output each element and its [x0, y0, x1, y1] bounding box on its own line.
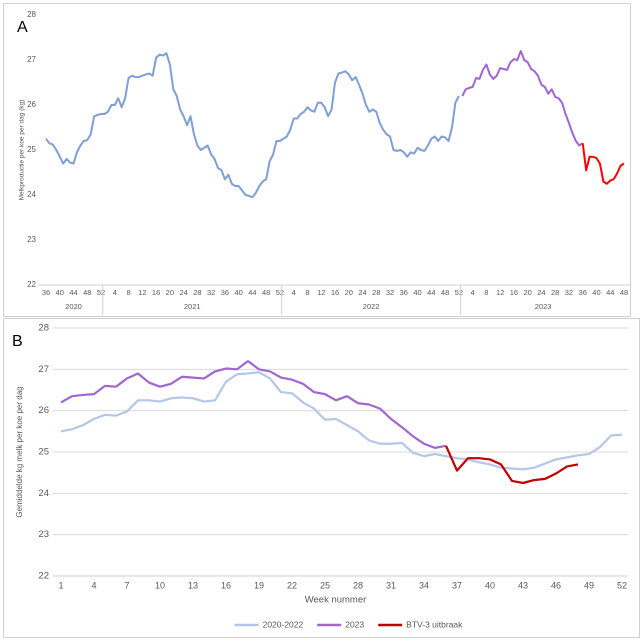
x-group-label: 2023 [535, 302, 552, 311]
x-tick-label: 12 [496, 288, 504, 297]
x-tick-label: 31 [386, 580, 396, 590]
y-tick-label: 24 [38, 488, 49, 499]
x-tick-label: 32 [565, 288, 573, 297]
x-tick-label: 40 [485, 580, 495, 590]
x-tick-label: 16 [331, 288, 339, 297]
x-tick-label: 48 [83, 288, 91, 297]
x-tick-label: 32 [386, 288, 394, 297]
x-tick-label: 12 [138, 288, 146, 297]
x-tick-label: 10 [155, 580, 165, 590]
x-tick-label: 7 [124, 580, 129, 590]
y-tick-label: 22 [38, 571, 49, 582]
y-tick-label: 27 [38, 364, 49, 375]
x-tick-label: 20 [345, 288, 353, 297]
x-tick-label: 43 [518, 580, 528, 590]
x-tick-label: 52 [617, 580, 627, 590]
x-tick-label: 13 [188, 580, 198, 590]
x-tick-label: 32 [207, 288, 215, 297]
legend-label: BTV-3 uitbraak [406, 619, 463, 629]
x-axis-label: Week nummer [305, 595, 367, 606]
y-axis-label: Melkproductie per koe per dag (kg) [19, 100, 26, 201]
x-group-label: 2022 [363, 302, 380, 311]
x-tick-label: 52 [276, 288, 284, 297]
line-series [45, 52, 460, 199]
x-tick-label: 44 [606, 288, 614, 297]
x-tick-label: 16 [152, 288, 160, 297]
y-tick-label: 23 [27, 235, 36, 244]
x-tick-label: 8 [126, 288, 130, 297]
x-tick-label: 24 [537, 288, 545, 297]
x-tick-label: 16 [221, 580, 231, 590]
x-tick-label: 28 [353, 580, 363, 590]
x-tick-label: 40 [413, 288, 421, 297]
x-tick-label: 19 [254, 580, 264, 590]
x-tick-label: 40 [592, 288, 600, 297]
x-tick-label: 28 [551, 288, 559, 297]
line-series [60, 359, 447, 449]
line-series [581, 143, 625, 185]
panel-frame [3, 318, 640, 638]
x-tick-label: 4 [91, 580, 96, 590]
x-tick-label: 25 [320, 580, 330, 590]
x-tick-label: 48 [620, 288, 628, 297]
x-tick-label: 48 [262, 288, 270, 297]
panel-frame [3, 3, 631, 317]
x-tick-label: 20 [523, 288, 531, 297]
y-tick-label: 26 [27, 100, 36, 109]
y-tick-label: 25 [38, 447, 49, 458]
x-group-label: 2021 [184, 302, 201, 311]
y-tick-label: 26 [38, 405, 49, 416]
x-tick-label: 44 [69, 288, 77, 297]
x-tick-label: 36 [400, 288, 408, 297]
x-group-label: 2020 [65, 302, 82, 311]
legend-label: 2023 [345, 619, 364, 629]
y-tick-label: 24 [27, 190, 36, 199]
y-tick-label: 23 [38, 529, 49, 540]
panel-label: A [17, 19, 28, 36]
y-tick-label: 25 [27, 145, 36, 154]
x-tick-label: 8 [305, 288, 309, 297]
x-tick-label: 34 [419, 580, 429, 590]
panel-label: B [12, 333, 23, 350]
x-tick-label: 16 [510, 288, 518, 297]
x-tick-label: 28 [193, 288, 201, 297]
x-tick-label: 24 [358, 288, 366, 297]
x-tick-label: 8 [484, 288, 488, 297]
x-tick-label: 40 [234, 288, 242, 297]
x-tick-label: 4 [292, 288, 296, 297]
x-tick-label: 4 [113, 288, 117, 297]
y-tick-label: 28 [38, 323, 49, 334]
x-tick-label: 4 [471, 288, 475, 297]
line-series [444, 445, 579, 485]
line-series [60, 371, 623, 471]
x-tick-label: 20 [166, 288, 174, 297]
x-tick-label: 52 [455, 288, 463, 297]
x-tick-label: 12 [317, 288, 325, 297]
x-tick-label: 28 [372, 288, 380, 297]
x-tick-label: 37 [452, 580, 462, 590]
line-series [461, 50, 584, 147]
y-tick-label: 22 [27, 280, 36, 289]
x-tick-label: 48 [441, 288, 449, 297]
x-tick-label: 46 [551, 580, 561, 590]
x-tick-label: 52 [97, 288, 105, 297]
y-tick-label: 28 [27, 10, 36, 19]
x-tick-label: 40 [56, 288, 64, 297]
legend-label: 2020-2022 [263, 619, 304, 629]
x-tick-label: 36 [42, 288, 50, 297]
x-tick-label: 36 [579, 288, 587, 297]
x-tick-label: 49 [584, 580, 594, 590]
x-tick-label: 1 [58, 580, 63, 590]
x-tick-label: 44 [427, 288, 435, 297]
x-tick-label: 24 [179, 288, 187, 297]
x-tick-label: 36 [221, 288, 229, 297]
y-tick-label: 27 [27, 55, 36, 64]
y-axis-label: Gemiddelde kg melk per koe per dag [15, 386, 24, 517]
x-tick-label: 44 [248, 288, 256, 297]
x-tick-label: 22 [287, 580, 297, 590]
